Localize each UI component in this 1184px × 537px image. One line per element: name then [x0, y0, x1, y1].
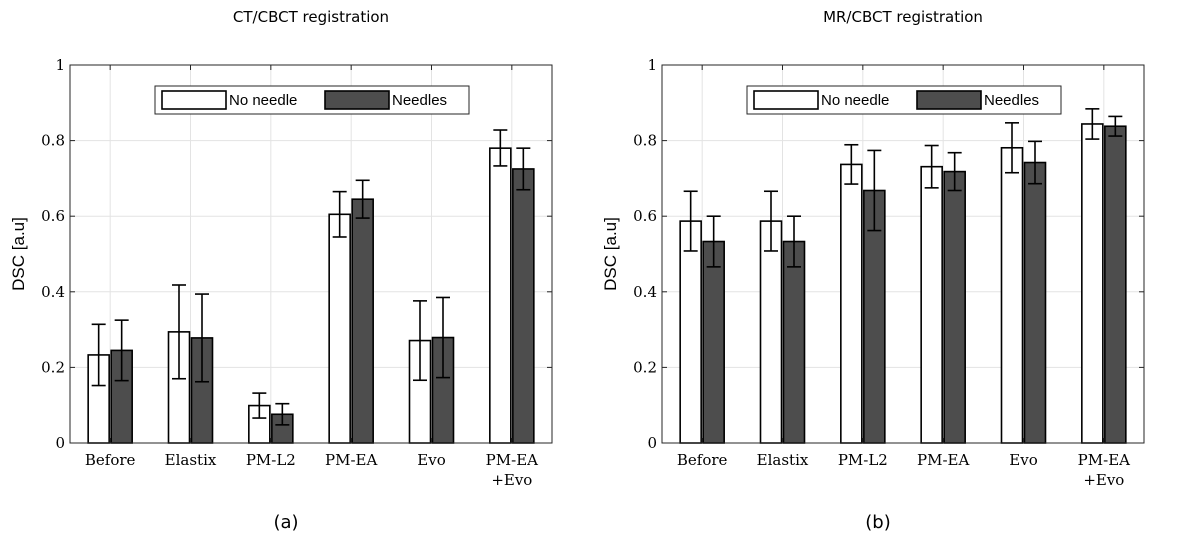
bar-no-needle: [1081, 123, 1104, 444]
y-tick-label: 0.4: [41, 283, 65, 301]
axes-box: [661, 64, 1145, 444]
y-axis-label: DSC [a.u]: [9, 217, 28, 291]
bar-no-needle: [759, 220, 783, 444]
y-tick-label: 0.2: [633, 358, 657, 376]
chart-title: CT/CBCT registration: [233, 8, 389, 26]
chart-panel-b: MR/CBCT registration 0 0.2 0.4 0.6 0.8 1 Before…: [592, 0, 1184, 537]
bar-no-needle: [489, 147, 512, 444]
x-tick-label: PM-EA: [1078, 451, 1130, 469]
axes-box: [69, 64, 553, 444]
legend-label: Needles: [984, 92, 1039, 109]
plot-area: [70, 65, 552, 443]
panel-caption: (b): [865, 512, 890, 533]
legend-label: No needle: [229, 92, 297, 109]
bar-no-needle: [328, 213, 351, 444]
chart-panel-a: CT/CBCT registration 0 0.2 0.4 0.6 0.8 1 Before…: [9, 8, 553, 533]
y-tick-label: 0: [55, 434, 65, 452]
y-tick-label: 0: [647, 434, 657, 452]
bar-needles: [943, 170, 966, 444]
bar-no-needle: [840, 163, 863, 444]
legend-swatch-needles: [916, 90, 982, 110]
mr-cbct-chart: MR/CBCT registration 0 0.2 0.4 0.6 0.8 1 Before…: [601, 8, 1145, 533]
y-tick-label: 0.6: [633, 207, 657, 225]
y-tick-label: 0.6: [41, 207, 65, 225]
bar-needles: [702, 240, 725, 444]
bar-needles: [1104, 125, 1127, 444]
x-tick-label: PM-EA: [917, 451, 969, 469]
legend-swatch-needles: [324, 90, 390, 110]
legend-swatch-no-needle: [161, 90, 227, 110]
bar-no-needle: [1000, 146, 1024, 444]
bar-no-needle: [679, 220, 702, 444]
ct-cbct-chart: CT/CBCT registration 0 0.2 0.4 0.6 0.8 1 Before…: [9, 8, 553, 533]
chart-title: MR/CBCT registration: [823, 8, 983, 26]
y-tick-label: 0.8: [41, 132, 65, 150]
x-tick-label: Evo: [1009, 451, 1037, 469]
y-tick-label: 0.8: [633, 132, 657, 150]
bar-no-needle: [920, 165, 943, 444]
y-tick-label: 1: [647, 56, 657, 74]
x-tick-label: PM-EA: [486, 451, 538, 469]
x-tick-label: Elastix: [165, 451, 217, 469]
x-tick-label: PM-L2: [246, 451, 296, 469]
x-tick-label: PM-EA: [325, 451, 377, 469]
x-tick-label: Evo: [417, 451, 445, 469]
bar-needles: [351, 198, 374, 444]
y-tick-label: 1: [55, 56, 65, 74]
x-tick-label: +Evo: [491, 471, 532, 489]
bar-needles: [512, 168, 535, 444]
bar-needles: [782, 240, 806, 444]
legend-label: Needles: [392, 92, 447, 109]
legend-label: No needle: [821, 92, 889, 109]
x-tick-label: PM-L2: [838, 451, 888, 469]
x-tick-label: +Evo: [1083, 471, 1124, 489]
y-axis-label: DSC [a.u]: [601, 217, 620, 291]
x-tick-label: Elastix: [757, 451, 809, 469]
panel-caption: (a): [273, 512, 298, 533]
y-tick-label: 0.4: [633, 283, 657, 301]
x-tick-label: Before: [85, 451, 136, 469]
plot-area: [662, 65, 1144, 443]
y-tick-label: 0.2: [41, 358, 65, 376]
x-tick-label: Before: [677, 451, 728, 469]
bar-needles: [1023, 161, 1047, 444]
legend-swatch-no-needle: [753, 90, 819, 110]
